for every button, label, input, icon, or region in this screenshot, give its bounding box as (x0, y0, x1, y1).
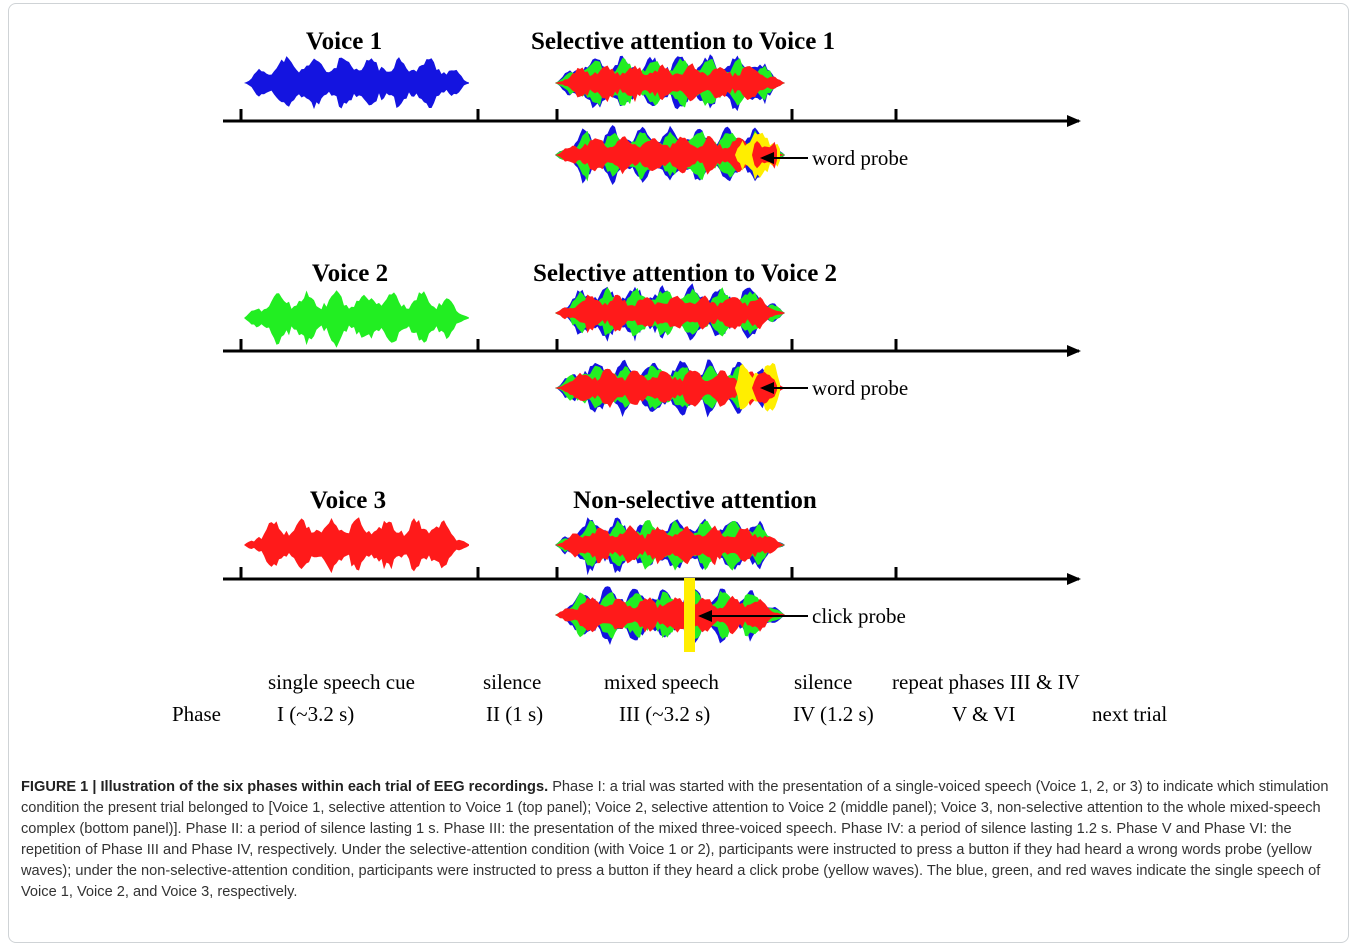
attention-title: Non-selective attention (573, 487, 817, 514)
attention-title: Selective attention to Voice 2 (533, 260, 837, 287)
phase-value: V & VI (952, 702, 1015, 726)
voice3-wave (555, 294, 785, 334)
cue-waveform (244, 517, 469, 574)
phase-name: silence (794, 670, 852, 694)
phase-value: II (1 s) (486, 702, 543, 726)
voice-label: Voice 2 (312, 260, 388, 287)
phase-name: mixed speech (604, 670, 719, 694)
phase-label: Phase (172, 702, 221, 726)
mixed-waveform (555, 517, 785, 576)
cue-wave (244, 56, 469, 110)
phase-value: next trial (1092, 702, 1167, 726)
panel-voice-1: Voice 1 Selective attention to Voice 1 w… (223, 28, 1081, 185)
caption-text: Phase I: a trial was started with the pr… (21, 779, 1329, 900)
figure-caption: FIGURE 1 | Illustration of the six phase… (21, 777, 1336, 903)
phase-row: Phase single speech cue I (~3.2 s) silen… (172, 670, 1167, 726)
voice-label: Voice 1 (306, 28, 382, 55)
attention-title: Selective attention to Voice 1 (531, 28, 835, 55)
mixed-waveform (555, 54, 785, 112)
mixed-waveform (555, 283, 785, 342)
phase-value: IV (1.2 s) (793, 702, 874, 726)
timeline-ticks (239, 567, 898, 580)
voice-label: Voice 3 (310, 487, 386, 514)
voice3-wave (555, 595, 785, 635)
cue-waveform (244, 56, 469, 110)
probe-label: word probe (812, 376, 908, 400)
voice3-wave (555, 525, 785, 566)
probe-waveform (555, 578, 785, 652)
voice3-wave (555, 136, 785, 175)
phase-name: single speech cue (268, 670, 415, 694)
cue-wave (244, 517, 469, 574)
cue-wave (244, 290, 469, 348)
probe-waveform (555, 125, 785, 185)
phase-name: repeat phases III & IV (892, 670, 1080, 694)
probe-waveform (555, 359, 785, 418)
panel-voice-2: Voice 2 Selective attention to Voice 2 w… (223, 260, 1081, 418)
phase-value: III (~3.2 s) (619, 702, 710, 726)
caption-title: FIGURE 1 | Illustration of the six phase… (21, 779, 549, 795)
panel-voice-3: Voice 3 Non-selective attention click pr… (223, 487, 1081, 652)
click-probe-bar (684, 578, 695, 652)
figure-illustration: Voice 1 Selective attention to Voice 1 w… (172, 28, 1167, 726)
phase-value: I (~3.2 s) (277, 702, 354, 726)
probe-label: word probe (812, 146, 908, 170)
probe-label: click probe (812, 604, 906, 628)
phase-name: silence (483, 670, 541, 694)
timeline-ticks (239, 339, 898, 352)
timeline-ticks (239, 109, 898, 122)
voice3-wave (555, 63, 785, 103)
voice3-wave (555, 368, 785, 408)
cue-waveform (244, 290, 469, 348)
